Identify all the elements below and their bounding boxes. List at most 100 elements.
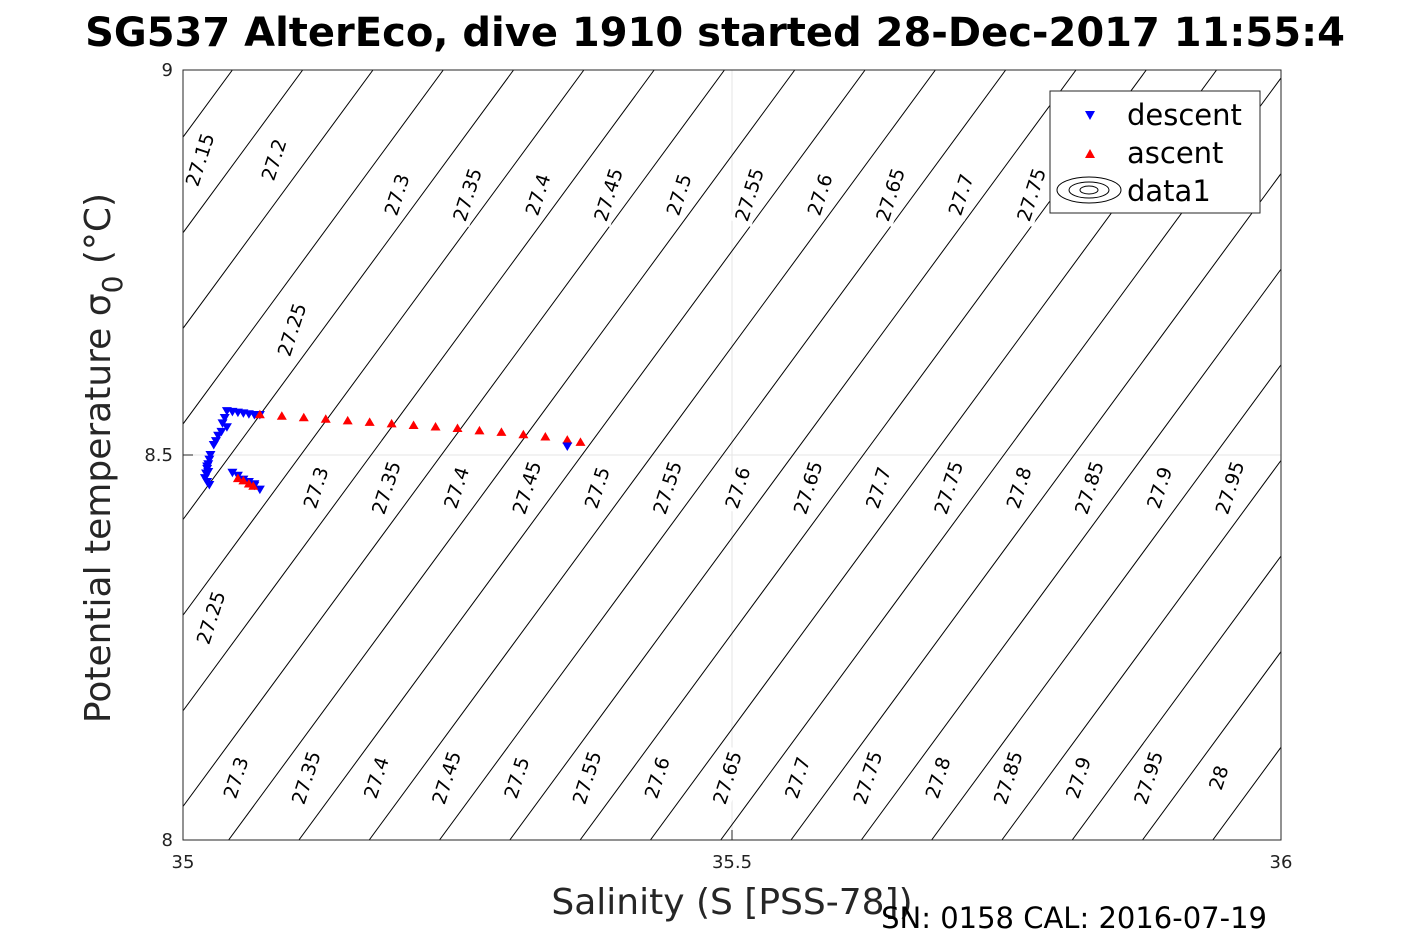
- isopycnal-line: [439, 70, 1007, 840]
- contour-label-backdrop: [567, 745, 608, 810]
- ascent-point: [320, 414, 331, 423]
- contour-label-backdrop: [180, 127, 221, 192]
- contour-label: 27.8: [1003, 464, 1037, 511]
- isopycnal-line: [183, 70, 725, 808]
- y-tick-label: 9: [162, 60, 173, 81]
- ascent-point: [248, 481, 259, 490]
- descent-point: [213, 431, 224, 441]
- contour-label: 27.65: [709, 749, 747, 808]
- descent-point: [227, 468, 238, 478]
- isopycnal-line: [1142, 650, 1281, 840]
- contour-label: 27.7: [862, 464, 896, 511]
- contour-label-backdrop: [639, 751, 676, 805]
- contour-label-backdrop: [720, 461, 757, 515]
- contour-label-backdrop: [439, 461, 476, 515]
- contour-label-backdrop: [929, 455, 970, 520]
- contour-label-backdrop: [379, 168, 416, 222]
- contour-label-backdrop: [191, 585, 232, 650]
- legend-descent-label: descent: [1127, 98, 1242, 132]
- contour-label: 27.6: [804, 171, 838, 218]
- contour-label-backdrop: [218, 751, 255, 805]
- contour-label: 27.85: [990, 749, 1028, 808]
- ascent-point: [254, 409, 265, 419]
- ascent-point: [408, 420, 419, 429]
- legend-ascent-label: ascent: [1127, 136, 1223, 170]
- legend: descent ascent data1: [1049, 90, 1261, 214]
- contour-label-backdrop: [579, 461, 616, 515]
- contour-label: 27.4: [440, 464, 474, 511]
- isopycnal-line: [183, 70, 585, 617]
- contour-label: 27.7: [781, 754, 815, 801]
- contour-label: 27.35: [368, 459, 406, 518]
- ascent-point: [276, 411, 287, 420]
- x-tick-label: 36: [1270, 852, 1293, 873]
- contour-label-backdrop: [1070, 455, 1110, 520]
- y-label-unit: (°C): [78, 193, 119, 276]
- contour-label-backdrop: [943, 168, 980, 222]
- contour-label-backdrop: [1012, 162, 1052, 227]
- contour-label: 27.5: [500, 754, 534, 801]
- contour-label-backdrop: [272, 297, 313, 362]
- ascent-point: [430, 422, 441, 431]
- isopycnal-line: [931, 363, 1281, 840]
- chart-title: SG537 AlterEco, dive 1910 started 28-Dec…: [85, 10, 1345, 56]
- ascent-point: [452, 423, 463, 433]
- grid-lines: [183, 70, 1281, 840]
- contour-label-backdrop: [507, 455, 548, 520]
- descent-point: [254, 485, 265, 495]
- contour-label-backdrop: [1060, 751, 1097, 805]
- contour-label-backdrop: [648, 455, 688, 520]
- isopycnal-line: [183, 70, 304, 234]
- contour-label: 27.85: [1071, 459, 1109, 518]
- contour-label: 27.8: [922, 754, 956, 801]
- contour-label-backdrop: [286, 745, 327, 810]
- contour-label: 27.75: [849, 749, 887, 808]
- ascent-point: [298, 412, 309, 422]
- isopycnal-line: [183, 70, 655, 712]
- contour-label: 27.7: [945, 171, 979, 218]
- contour-label: 27.4: [360, 754, 394, 801]
- legend-contour-icon: [1056, 176, 1122, 204]
- isopycnal-line: [1071, 555, 1281, 840]
- isopycnal-line: [228, 70, 796, 840]
- contour-label: 27.55: [569, 749, 607, 808]
- axis-ticks: 35 35.5 36 8 8.5 9: [144, 60, 1292, 873]
- y-label-sub: 0: [96, 276, 129, 294]
- contour-label-backdrop: [499, 751, 536, 805]
- contour-label-backdrop: [1210, 455, 1251, 520]
- isopycnal-line: [860, 268, 1281, 840]
- contour-label-backdrop: [988, 745, 1029, 810]
- ascent-point: [342, 415, 353, 425]
- y-tick-label: 8: [162, 830, 173, 851]
- legend-ascent-marker: [1085, 149, 1095, 158]
- contour-label-backdrop: [730, 162, 770, 227]
- contour-label: 27.6: [721, 464, 755, 511]
- contour-label: 27.95: [1130, 749, 1168, 808]
- contour-label-backdrop: [780, 751, 817, 805]
- ascent-point: [575, 437, 586, 446]
- ascent-point: [518, 429, 529, 439]
- contour-label-backdrop: [802, 168, 839, 222]
- ascent-point: [238, 475, 249, 485]
- contour-label: 27.5: [581, 464, 615, 511]
- contour-label: 27.55: [649, 459, 687, 518]
- descent-point: [219, 414, 230, 423]
- contour-label: 27.65: [872, 166, 910, 225]
- contour-label-backdrop: [871, 162, 911, 227]
- x-tick-label: 35: [172, 852, 195, 873]
- contour-label-backdrop: [1001, 461, 1038, 515]
- legend-data1-label: data1: [1127, 174, 1211, 208]
- contour-label: 27.45: [509, 459, 547, 518]
- y-tick-label: 8.5: [144, 445, 173, 466]
- isopycnal-line: [183, 70, 444, 425]
- contour-label-backdrop: [256, 133, 293, 187]
- ascent-point: [562, 435, 573, 444]
- descent-point: [221, 423, 232, 432]
- x-tick-label: 35.5: [712, 852, 752, 873]
- contour-label-backdrop: [1129, 745, 1169, 810]
- y-label-main: Potential temperature: [78, 316, 119, 723]
- isopycnal-line: [368, 70, 936, 840]
- ascent-point: [540, 432, 551, 441]
- contour-label: 27.2: [258, 136, 292, 183]
